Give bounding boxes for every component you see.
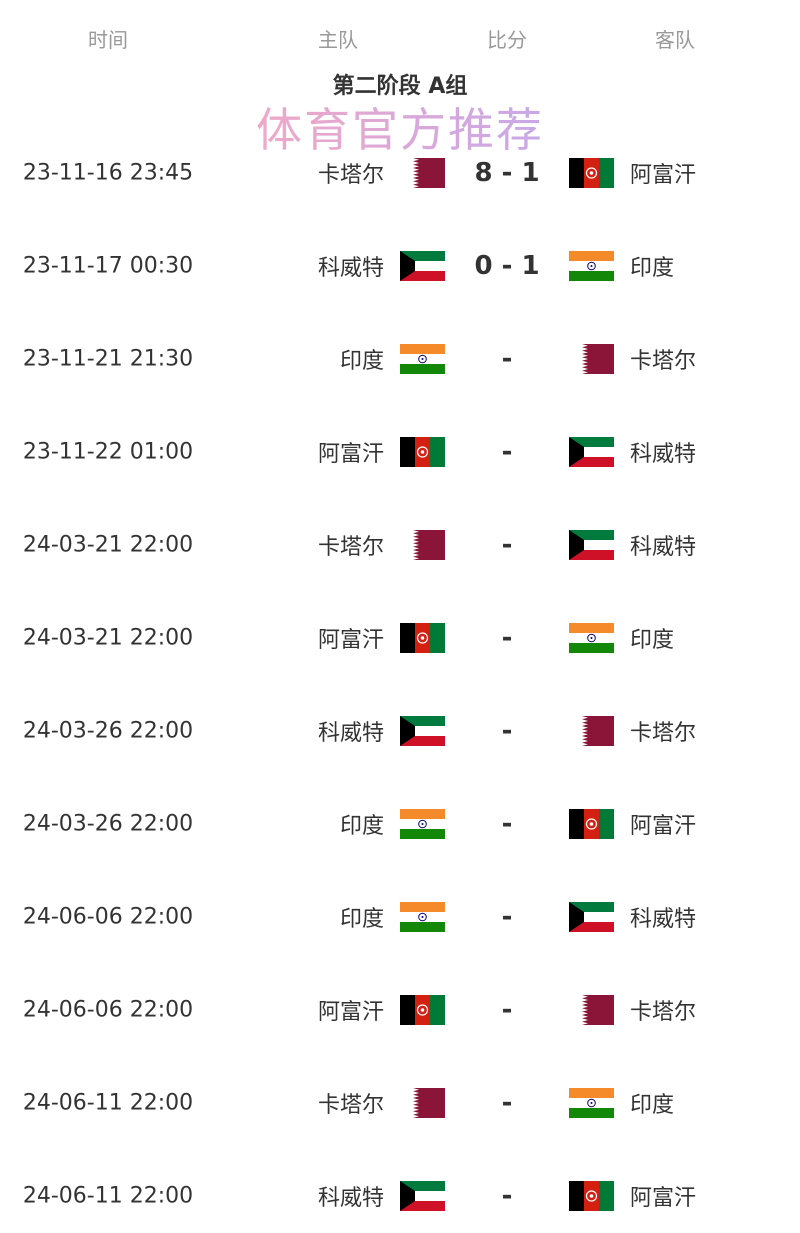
kuwait-flag-icon	[400, 251, 445, 281]
home-team: 科威特	[317, 256, 384, 281]
match-time: 24-03-21 22:00	[22, 625, 194, 651]
home-team: 卡塔尔	[317, 1093, 384, 1118]
qatar-flag-icon	[400, 530, 445, 560]
home-team: 印度	[339, 349, 384, 374]
match-score: -	[501, 623, 513, 653]
afghanistan-flag-icon	[400, 623, 445, 653]
india-flag-icon	[400, 902, 445, 932]
match-score: -	[501, 1181, 513, 1211]
away-team: 卡塔尔	[630, 1000, 697, 1025]
match-row[interactable]: 24-06-06 22:00 印度 - 科威特	[0, 887, 800, 947]
away-team: 印度	[630, 1093, 675, 1118]
away-team: 印度	[630, 628, 675, 653]
home-team: 卡塔尔	[317, 163, 384, 188]
home-team: 印度	[339, 907, 384, 932]
away-team: 印度	[630, 256, 675, 281]
match-time: 24-03-26 22:00	[22, 718, 194, 744]
kuwait-flag-icon	[569, 530, 614, 560]
away-team: 科威特	[630, 907, 697, 932]
qatar-flag-icon	[400, 158, 445, 188]
afghanistan-flag-icon	[569, 809, 614, 839]
home-team: 卡塔尔	[317, 535, 384, 560]
match-time: 24-03-21 22:00	[22, 532, 194, 558]
match-time: 24-06-06 22:00	[22, 904, 194, 930]
afghanistan-flag-icon	[400, 995, 445, 1025]
group-title: 第二阶段 A组	[332, 74, 468, 99]
match-row[interactable]: 23-11-21 21:30 印度 - 卡塔尔	[0, 329, 800, 389]
home-team: 阿富汗	[317, 628, 384, 653]
away-team: 卡塔尔	[630, 349, 697, 374]
header-time: 时间	[88, 28, 128, 52]
qatar-flag-icon	[569, 716, 614, 746]
match-row[interactable]: 24-06-11 22:00 卡塔尔 - 印度	[0, 1073, 800, 1133]
match-score: -	[501, 902, 513, 932]
home-team: 科威特	[317, 1186, 384, 1211]
match-time: 24-03-26 22:00	[22, 811, 194, 837]
match-time: 24-06-11 22:00	[22, 1183, 194, 1209]
match-row[interactable]: 23-11-17 00:30 科威特 0 - 1 印度	[0, 236, 800, 296]
home-team: 印度	[339, 814, 384, 839]
away-team: 科威特	[630, 442, 697, 467]
afghanistan-flag-icon	[400, 437, 445, 467]
home-team: 科威特	[317, 721, 384, 746]
match-row[interactable]: 23-11-16 23:45 卡塔尔 8 - 1 阿富汗	[0, 143, 800, 203]
match-score: 0 - 1	[474, 251, 540, 281]
match-time: 23-11-16 23:45	[22, 160, 194, 186]
home-team: 阿富汗	[317, 1000, 384, 1025]
kuwait-flag-icon	[569, 902, 614, 932]
match-time: 23-11-21 21:30	[22, 346, 194, 372]
qatar-flag-icon	[400, 1088, 445, 1118]
away-team: 阿富汗	[630, 814, 697, 839]
match-time: 24-06-11 22:00	[22, 1090, 194, 1116]
india-flag-icon	[400, 809, 445, 839]
match-time: 24-06-06 22:00	[22, 997, 194, 1023]
qatar-flag-icon	[569, 344, 614, 374]
away-team: 科威特	[630, 535, 697, 560]
match-time: 23-11-22 01:00	[22, 439, 194, 465]
match-row[interactable]: 24-03-26 22:00 印度 - 阿富汗	[0, 794, 800, 854]
match-score: -	[501, 809, 513, 839]
match-row[interactable]: 24-03-26 22:00 科威特 - 卡塔尔	[0, 701, 800, 761]
match-row[interactable]: 24-06-11 22:00 科威特 - 阿富汗	[0, 1166, 800, 1226]
match-time: 23-11-17 00:30	[22, 253, 194, 279]
afghanistan-flag-icon	[569, 158, 614, 188]
away-team: 卡塔尔	[630, 721, 697, 746]
away-team: 阿富汗	[630, 163, 697, 188]
away-team: 阿富汗	[630, 1186, 697, 1211]
kuwait-flag-icon	[569, 437, 614, 467]
kuwait-flag-icon	[400, 1181, 445, 1211]
india-flag-icon	[569, 1088, 614, 1118]
match-row[interactable]: 23-11-22 01:00 阿富汗 - 科威特	[0, 422, 800, 482]
match-score: -	[501, 995, 513, 1025]
match-score: -	[501, 530, 513, 560]
match-row[interactable]: 24-03-21 22:00 卡塔尔 - 科威特	[0, 515, 800, 575]
match-row[interactable]: 24-06-06 22:00 阿富汗 - 卡塔尔	[0, 980, 800, 1040]
match-row[interactable]: 24-03-21 22:00 阿富汗 - 印度	[0, 608, 800, 668]
india-flag-icon	[569, 251, 614, 281]
match-score: -	[501, 344, 513, 374]
match-score: -	[501, 437, 513, 467]
india-flag-icon	[400, 344, 445, 374]
home-team: 阿富汗	[317, 442, 384, 467]
header-away: 客队	[655, 28, 695, 52]
india-flag-icon	[569, 623, 614, 653]
kuwait-flag-icon	[400, 716, 445, 746]
match-score: -	[501, 1088, 513, 1118]
header-home: 主队	[318, 28, 358, 52]
qatar-flag-icon	[569, 995, 614, 1025]
afghanistan-flag-icon	[569, 1181, 614, 1211]
match-score: -	[501, 716, 513, 746]
header-score: 比分	[487, 28, 527, 52]
match-score: 8 - 1	[474, 158, 540, 188]
